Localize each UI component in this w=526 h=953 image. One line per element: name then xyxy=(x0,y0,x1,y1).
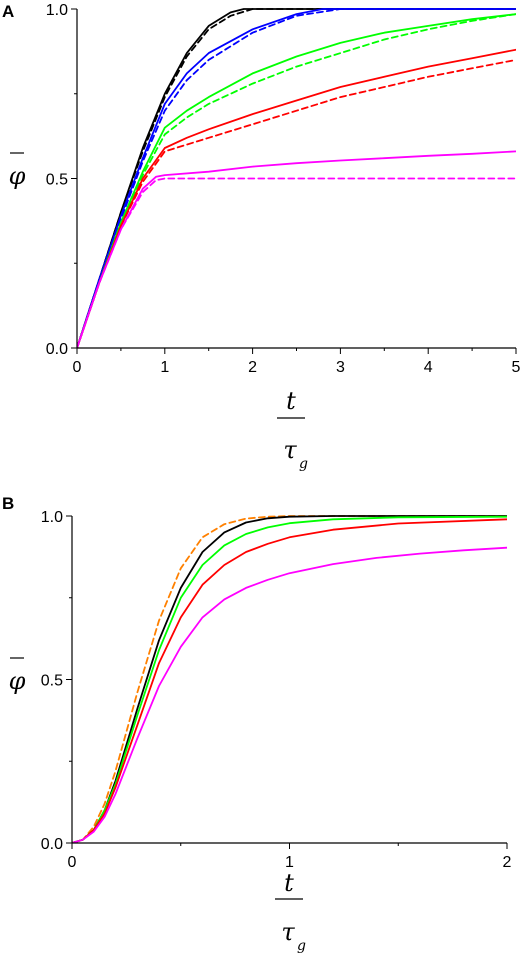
series-line-b-2 xyxy=(72,515,507,843)
series-line-a-7 xyxy=(77,48,516,348)
series-line-a-10 xyxy=(77,177,516,348)
y-tick-label-b: 1.0 xyxy=(41,509,63,526)
x-label-numerator-b: t xyxy=(284,869,294,897)
series-line-a-8 xyxy=(77,59,516,348)
panel-a: A φ t τ g 0 1 2 3 4 5 0.0 0.5 1.0 xyxy=(2,2,521,472)
y-tick-label-a: 0.5 xyxy=(46,172,68,189)
x-tick-label-a: 5 xyxy=(512,359,521,376)
y-axis-label-a: φ xyxy=(9,152,26,190)
x-label-denominator-b: τ xyxy=(281,918,295,946)
panel-label-a: A xyxy=(2,2,14,21)
series-line-a-2 xyxy=(77,8,516,348)
series-line-b-5 xyxy=(72,546,507,843)
x-tick-label-a: 1 xyxy=(160,359,169,376)
x-axis-label-b: t τ g xyxy=(275,869,306,953)
x-tick-label-a: 4 xyxy=(424,359,433,376)
series-group-b xyxy=(72,515,507,843)
series-line-b-1 xyxy=(72,515,507,843)
series-line-a-4 xyxy=(77,8,516,348)
plot-area-b xyxy=(72,515,507,843)
axes-b xyxy=(71,516,507,844)
y-tick-label-a: 1.0 xyxy=(46,2,68,19)
x-label-subscript-b: g xyxy=(297,938,306,953)
y-tick-label-b: 0.5 xyxy=(41,673,63,690)
x-label-numerator-a: t xyxy=(286,387,296,415)
plot-area-a xyxy=(77,8,516,348)
series-line-a-6 xyxy=(77,13,516,348)
x-axis-label-a: t τ g xyxy=(277,387,308,472)
y-tick-label-b: 0.0 xyxy=(41,836,63,853)
x-label-subscript-a: g xyxy=(299,456,308,472)
x-tick-label-b: 2 xyxy=(503,854,512,871)
y-label-phi-b: φ xyxy=(9,667,26,695)
x-tick-label-b: 0 xyxy=(68,854,77,871)
axis-ticks-b: 0 1 2 0.0 0.5 1.0 xyxy=(41,509,512,871)
y-tick-label-a: 0.0 xyxy=(46,341,68,358)
x-tick-label-a: 2 xyxy=(248,359,257,376)
x-tick-label-b: 1 xyxy=(285,854,294,871)
panel-label-b: B xyxy=(2,494,14,513)
y-label-phi-a: φ xyxy=(9,162,26,190)
axis-ticks-a: 0 1 2 3 4 5 0.0 0.5 1.0 xyxy=(46,2,521,376)
series-line-b-3 xyxy=(72,515,507,843)
series-line-a-3 xyxy=(77,8,516,348)
panel-b: B φ t τ g 0 1 2 0.0 0.5 1.0 xyxy=(2,494,512,953)
x-label-denominator-a: τ xyxy=(283,436,297,464)
series-line-b-4 xyxy=(72,518,507,843)
series-group-a xyxy=(77,8,516,348)
x-tick-label-a: 3 xyxy=(336,359,345,376)
x-tick-label-a: 0 xyxy=(73,359,82,376)
axes-a xyxy=(76,9,516,349)
y-axis-label-b: φ xyxy=(9,657,26,695)
